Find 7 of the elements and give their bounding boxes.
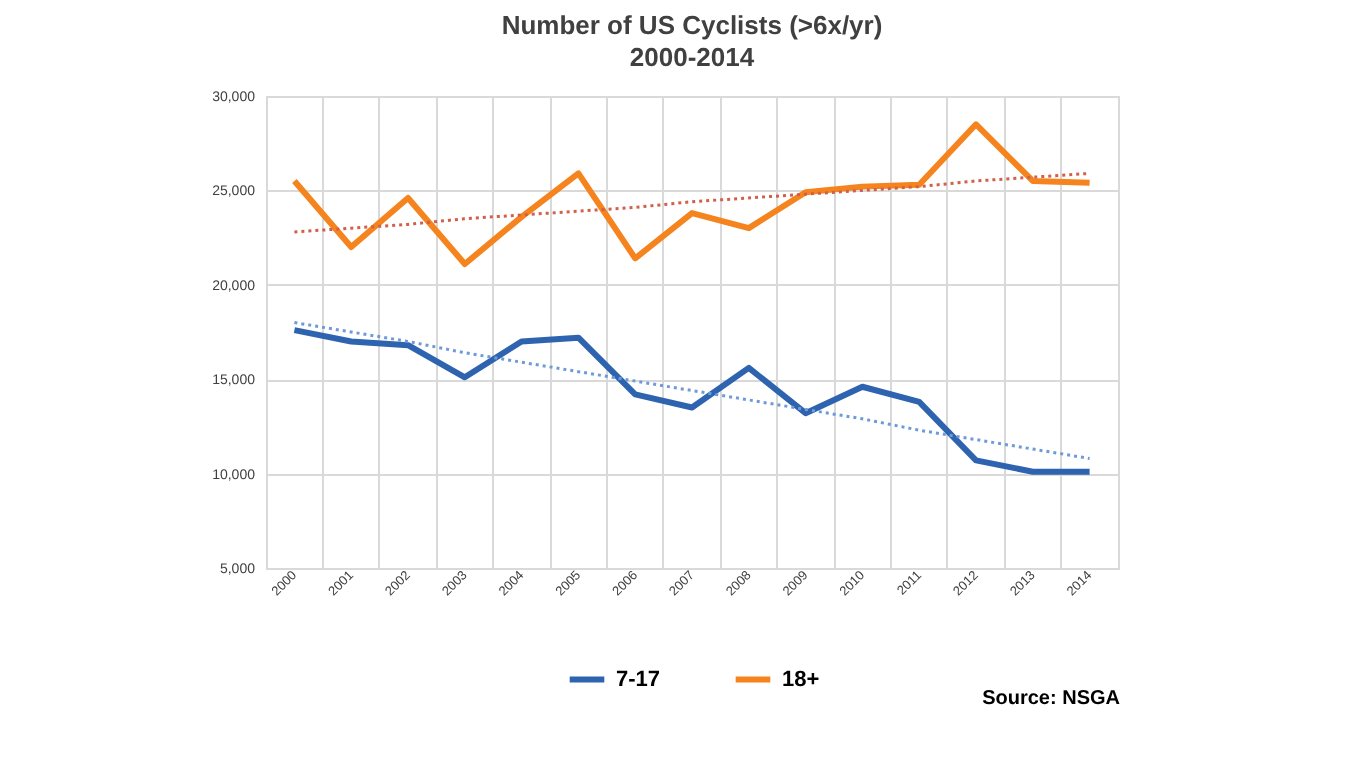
legend-label: 7-17 (616, 667, 661, 692)
line-series (291, 121, 1093, 268)
line-series (292, 171, 1092, 234)
legend-label: 18+ (782, 667, 820, 692)
source-note: Source: NSGA (980, 688, 1120, 710)
chart-title: Number of US Cyclists (>6x/yr) (501, 10, 883, 40)
chart-subtitle: 2000-2014 (629, 42, 756, 72)
